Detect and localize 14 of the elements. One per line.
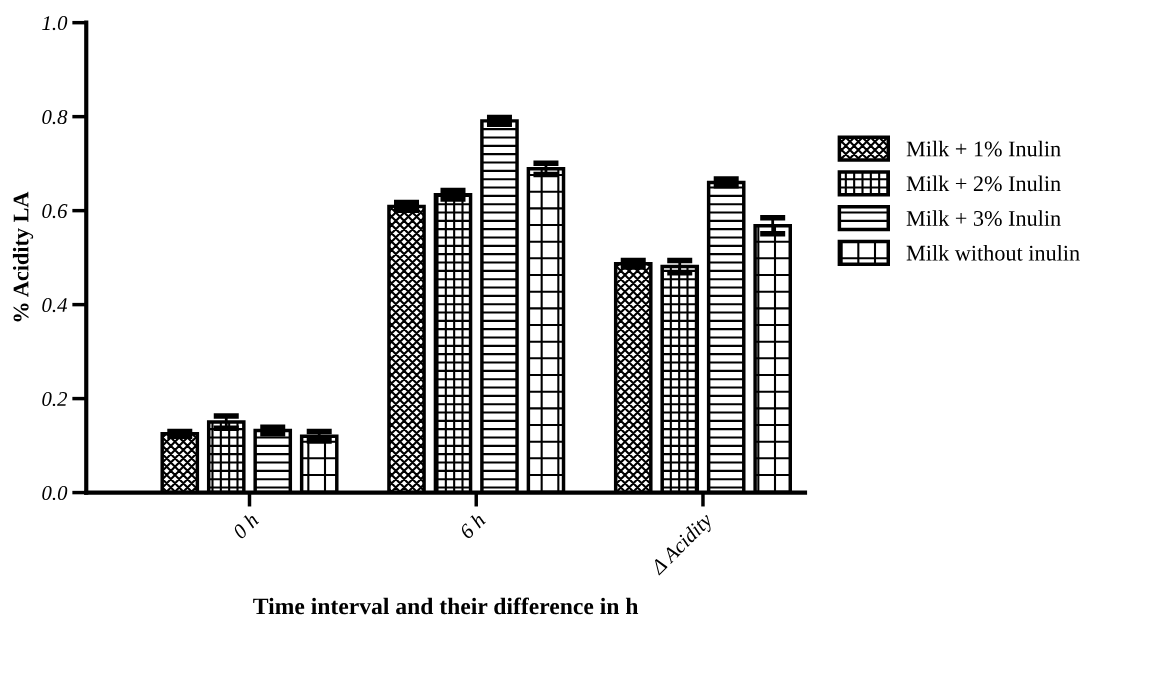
y-tick-label: 1.0 [42,16,68,31]
x-tick-label: 6 h [458,511,486,540]
legend-label: Milk without inulin [906,244,1080,261]
legend-label: Milk + 1% Inulin [906,140,1061,157]
y-tick-label: 0.2 [42,391,68,407]
x-tick-label: 0 h [231,511,260,540]
y-tick-label: 0.0 [42,485,68,501]
y-tick-label: 0.4 [42,297,68,313]
y-tick-label: 0.6 [42,204,68,219]
y-axis-title: % Acidity LA [12,191,34,322]
x-axis-title: Time interval and their difference in h [253,597,639,615]
legend-label: Milk + 2% Inulin [906,175,1061,192]
legend-label: Milk + 3% Inulin [906,210,1061,226]
y-tick-label: 0.8 [42,110,68,125]
